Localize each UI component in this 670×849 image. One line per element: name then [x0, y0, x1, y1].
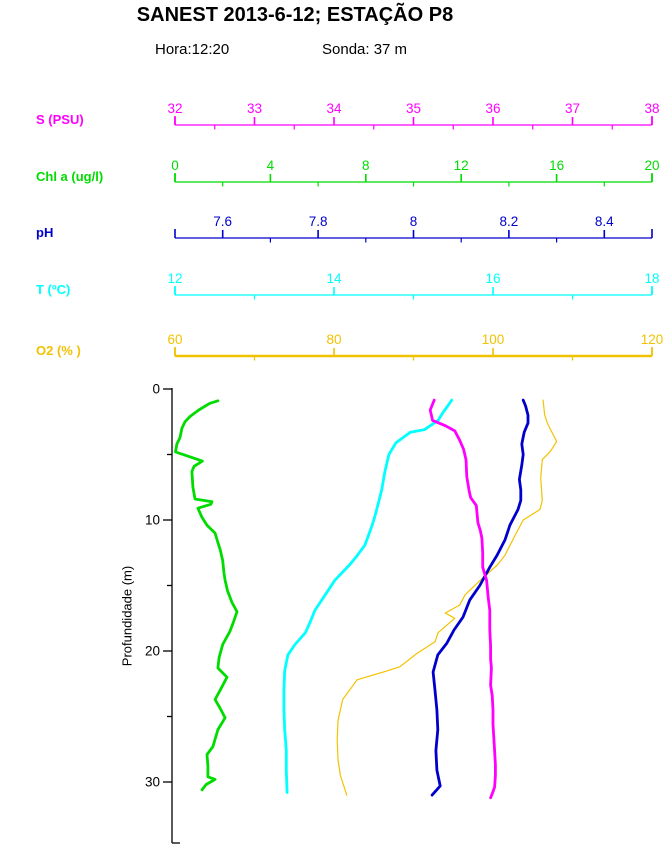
axis-label-chlorophyll: Chl a (ug/l) — [36, 169, 104, 184]
tick-label-temp: 18 — [644, 271, 659, 286]
tick-label-o2: 100 — [482, 332, 505, 347]
tick-label-chl: 4 — [267, 158, 275, 173]
tick-label-salinity: 38 — [644, 101, 659, 116]
axis-label-salinity: S (PSU) — [36, 112, 84, 127]
tick-label-chl: 16 — [549, 158, 564, 173]
tick-label-chl: 12 — [454, 158, 469, 173]
tick-label-temp: 16 — [485, 271, 500, 286]
tick-label-o2: 80 — [326, 332, 341, 347]
tick-label-chl: 20 — [644, 158, 659, 173]
tick-label-ph: 8 — [410, 214, 418, 229]
profile-curve-ph — [430, 398, 530, 797]
tick-label-salinity: 35 — [406, 101, 421, 116]
depth-tick-label: 10 — [145, 513, 160, 528]
axis-label-temperature: T (ºC) — [36, 282, 71, 297]
tick-label-salinity: 34 — [326, 101, 342, 116]
axis-label-oxygen: O2 (% ) — [36, 343, 81, 358]
profile-curve-temp — [282, 398, 454, 794]
depth-tick-label: 20 — [145, 644, 160, 659]
tick-label-o2: 120 — [641, 332, 664, 347]
tick-label-salinity: 33 — [247, 101, 262, 116]
tick-label-ph: 8.2 — [500, 214, 519, 229]
profile-curve-salinity — [428, 398, 497, 800]
profile-curve-o2 — [336, 399, 558, 796]
profile-curve-chl — [174, 399, 239, 792]
tick-label-temp: 14 — [326, 271, 342, 286]
tick-label-salinity: 32 — [167, 101, 182, 116]
tick-label-ph: 8.4 — [595, 214, 614, 229]
page-title: SANEST 2013-6-12; ESTAÇÃO P8 — [136, 4, 454, 26]
axis-label-ph: pH — [36, 225, 54, 240]
depth-tick-label: 30 — [145, 775, 160, 790]
depth-tick-label: 0 — [152, 382, 160, 397]
tick-label-salinity: 37 — [565, 101, 580, 116]
tick-label-temp: 12 — [167, 271, 182, 286]
tick-label-chl: 8 — [362, 158, 370, 173]
time-label: Hora:12:20 — [155, 41, 230, 58]
tick-label-ph: 7.8 — [309, 214, 328, 229]
tick-label-ph: 7.6 — [213, 214, 232, 229]
tick-label-o2: 60 — [167, 332, 182, 347]
sonde-depth-label: Sonda: 37 m — [322, 41, 408, 58]
tick-label-salinity: 36 — [485, 101, 500, 116]
tick-label-chl: 0 — [171, 158, 179, 173]
